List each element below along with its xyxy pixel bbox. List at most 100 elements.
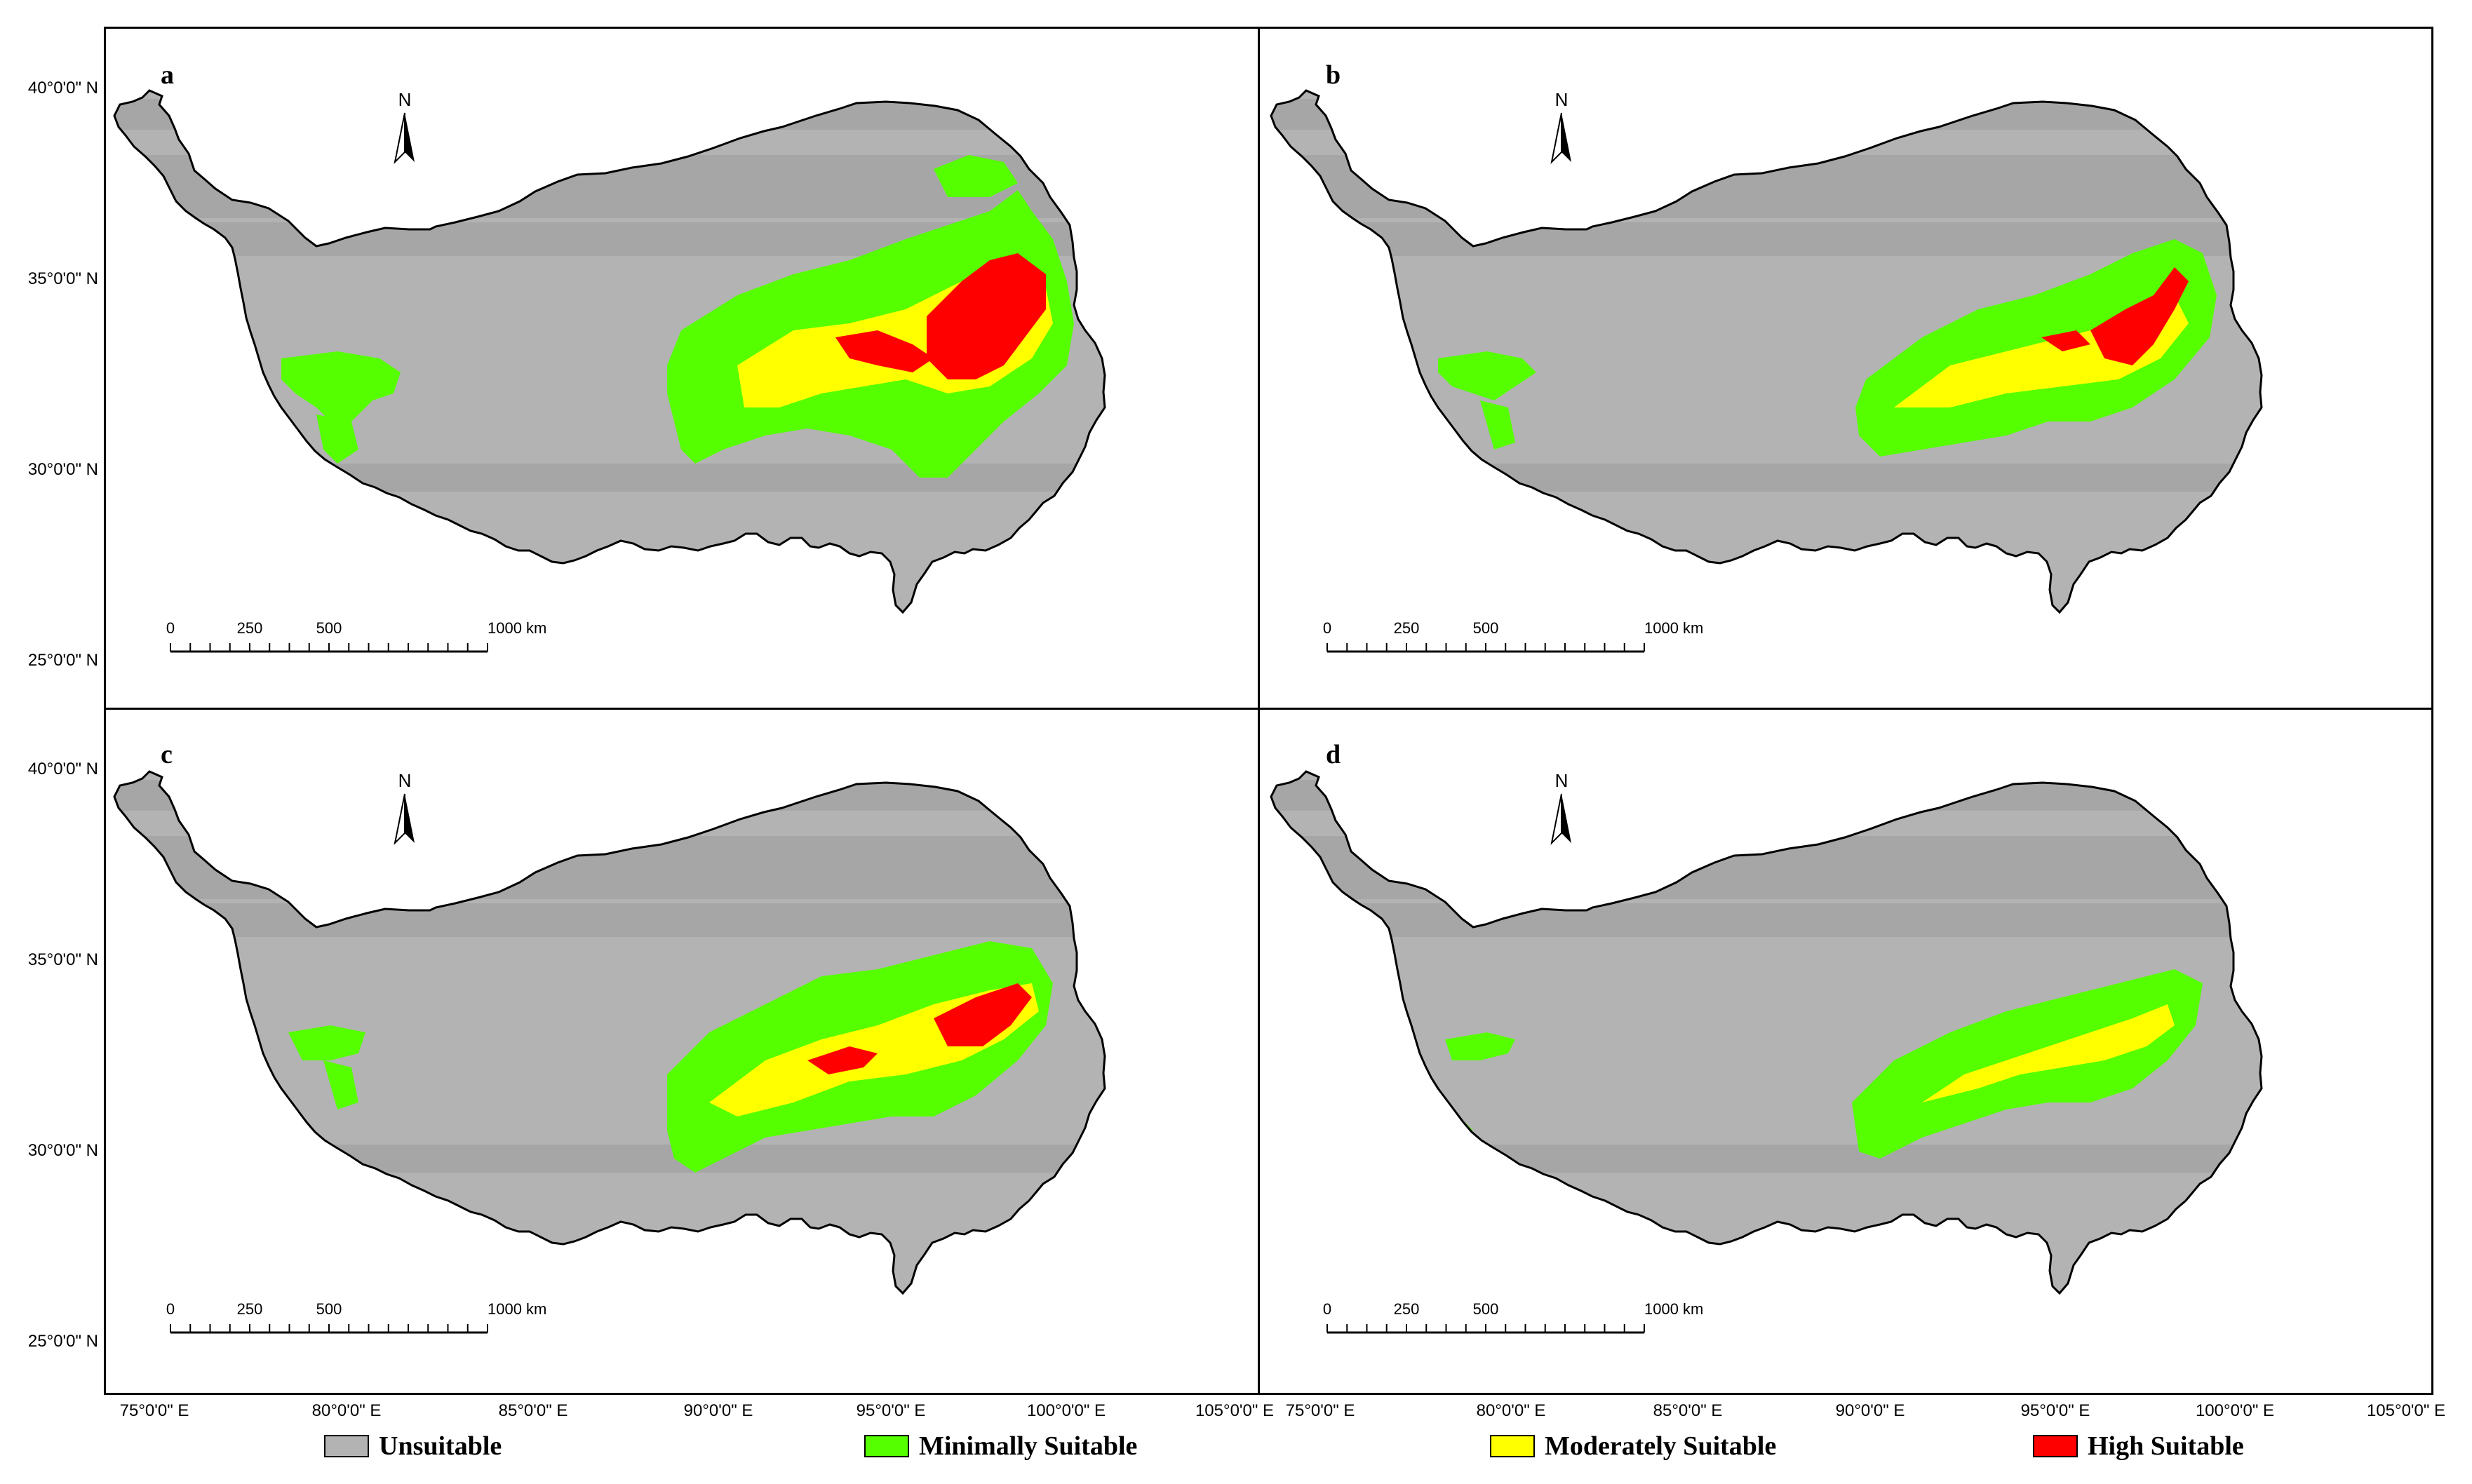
plateau-b (1271, 90, 2262, 612)
north-arrow-icon: N (394, 770, 415, 846)
lon-label-100-right: 100°0'0" E (2195, 1401, 2275, 1420)
lon-label-90-right: 90°0'0" E (1835, 1401, 1905, 1420)
lat-label-40-top: 40°0'0" N (27, 79, 98, 97)
north-label: N (398, 89, 412, 110)
map-svg-c: N 0 250 500 1000 km (113, 770, 1106, 1334)
scale-label: 250 (237, 1300, 263, 1318)
lat-label-40-bottom: 40°0'0" N (27, 760, 98, 778)
lon-label-95-right: 95°0'0" E (2020, 1401, 2090, 1420)
minimally-suitable-area (1445, 1032, 1515, 1060)
high-suitable-area (2041, 330, 2090, 351)
legend-item-minimally-suitable: Minimally Suitable (864, 1431, 1137, 1462)
lon-label-95-left: 95°0'0" E (856, 1401, 926, 1420)
shade-band (1271, 903, 2262, 937)
map-panel-c: N 0 250 500 1000 km c (104, 708, 1260, 1395)
high-suitable-area (2090, 267, 2189, 365)
shade-band (1271, 1145, 2262, 1173)
scale-bar: 0 250 500 1000 km (166, 1300, 546, 1334)
lat-label-30-top: 30°0'0" N (27, 460, 98, 479)
shade-band (1271, 222, 2262, 256)
plateau-outline (1270, 89, 2263, 614)
scale-label: 500 (1473, 1300, 1499, 1318)
scale-label: 1000 km (488, 1300, 546, 1318)
lon-label-90-left: 90°0'0" E (683, 1401, 753, 1420)
panel-label-c: c (161, 740, 173, 769)
scale-bar: 0 250 500 1000 km (166, 619, 546, 653)
scale-label: 250 (1394, 619, 1420, 637)
lat-label-30-bottom: 30°0'0" N (27, 1141, 98, 1160)
map-svg-b: N 0 250 500 1000 km (1270, 89, 2263, 653)
lon-label-100-left: 100°0'0" E (1026, 1401, 1106, 1420)
scale-label: 1000 km (488, 619, 546, 637)
panel-label-a: a (161, 60, 174, 90)
unsuitable-area (1271, 90, 2262, 612)
legend-label-high-suitable: High Suitable (2088, 1431, 2244, 1461)
shade-band (1271, 780, 2262, 811)
legend-swatch-unsuitable (324, 1435, 369, 1457)
lon-label-80-left: 80°0'0" E (311, 1401, 382, 1420)
map-svg-d: N 0 250 500 1000 km (1270, 770, 2263, 1334)
lon-label-75-right: 75°0'0" E (1285, 1401, 1355, 1420)
north-label: N (1555, 770, 1568, 791)
lat-label-25-top: 25°0'0" N (27, 651, 98, 670)
plateau-outline (113, 89, 1106, 614)
high-suitable-area (934, 983, 1032, 1046)
legend-item-high-suitable: High Suitable (2033, 1431, 2244, 1462)
shade-band (114, 99, 1105, 130)
minimally-suitable-area (323, 1060, 358, 1109)
minimally-suitable-area (1438, 351, 1536, 400)
lon-label-105-right: 105°0'0" E (2366, 1401, 2446, 1420)
minimally-suitable-area (288, 1025, 365, 1060)
unsuitable-area (1271, 771, 2262, 1293)
panel-label-b: b (1326, 60, 1341, 90)
lat-label-25-bottom: 25°0'0" N (27, 1332, 98, 1351)
panel-label-d: d (1326, 740, 1341, 769)
scale-label: 250 (1394, 1300, 1420, 1318)
minimally-suitable-area (1480, 400, 1515, 450)
north-arrow-icon: N (1550, 770, 1571, 846)
shade-band (1271, 836, 2262, 899)
moderately-suitable-area (1894, 295, 2189, 407)
scale-label: 500 (1473, 619, 1499, 637)
shade-band (1271, 99, 2262, 130)
legend-swatch-high-suitable (2033, 1435, 2078, 1457)
north-label: N (1555, 89, 1568, 110)
lon-label-80-right: 80°0'0" E (1476, 1401, 1546, 1420)
shade-band (1271, 155, 2262, 218)
shade-band (1271, 464, 2262, 492)
scale-label: 500 (316, 619, 342, 637)
north-arrow-icon: N (394, 89, 415, 165)
scale-label: 500 (316, 1300, 342, 1318)
scale-bar: 0 250 500 1000 km (1323, 619, 1703, 653)
map-panel-b: N 0 250 500 1000 km b (1258, 27, 2433, 710)
high-suitable-area (835, 330, 934, 372)
map-panel-d: N 0 250 500 1000 km d (1258, 708, 2433, 1395)
shade-band (114, 155, 1105, 218)
shade-band (114, 903, 1105, 937)
legend-swatch-minimally-suitable (864, 1435, 909, 1457)
scale-label: 250 (237, 619, 263, 637)
scale-label: 0 (1323, 619, 1331, 637)
north-label: N (398, 770, 412, 791)
scale-label: 0 (166, 619, 175, 637)
north-arrow-icon: N (1550, 89, 1571, 165)
shade-band (114, 780, 1105, 811)
shade-band (114, 222, 1105, 256)
map-panel-a: N 0 250 500 1000 km a (104, 27, 1260, 710)
high-suitable-area (807, 1046, 878, 1074)
plateau-a (114, 90, 1105, 612)
legend-swatch-moderately-suitable (1490, 1435, 1535, 1457)
shade-band (114, 464, 1105, 492)
lat-label-35-top: 35°0'0" N (27, 269, 98, 288)
legend-label-minimally-suitable: Minimally Suitable (919, 1431, 1138, 1461)
plateau-outline (113, 770, 1106, 1295)
lon-label-85-left: 85°0'0" E (498, 1401, 568, 1420)
lon-label-105-left: 105°0'0" E (1195, 1401, 1275, 1420)
high-suitable-area (927, 253, 1046, 379)
minimally-suitable-area (281, 351, 401, 421)
moderately-suitable-area (1922, 1004, 2175, 1102)
lon-label-85-right: 85°0'0" E (1653, 1401, 1723, 1420)
unsuitable-area (114, 771, 1105, 1293)
legend-label-unsuitable: Unsuitable (379, 1431, 502, 1461)
scale-label: 0 (1323, 1300, 1331, 1318)
